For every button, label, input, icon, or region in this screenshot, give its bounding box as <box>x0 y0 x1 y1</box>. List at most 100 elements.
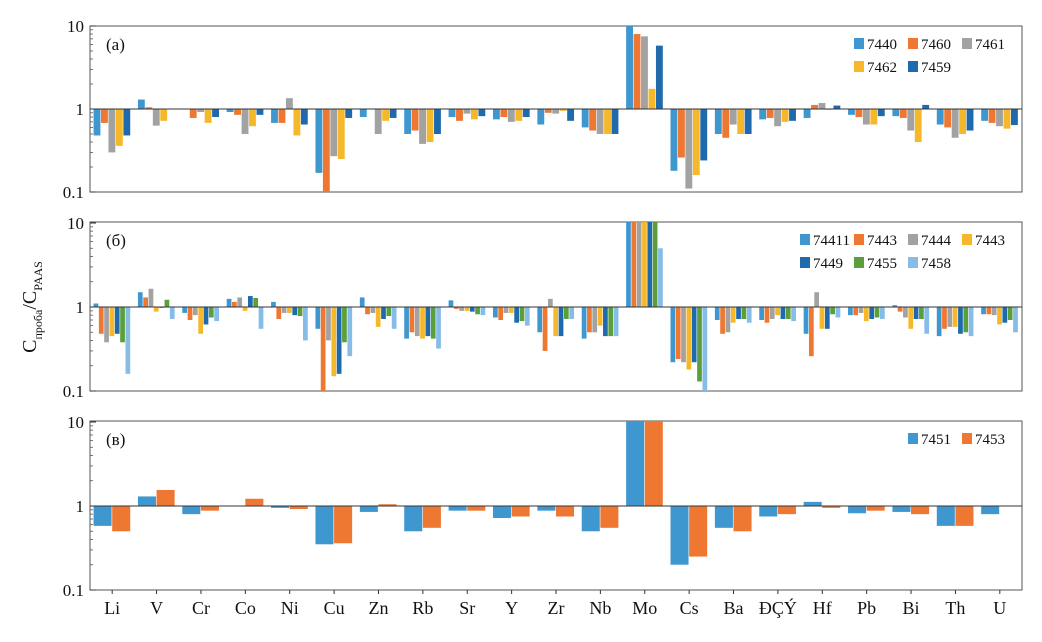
bar-7453-Mo <box>644 421 663 506</box>
legend-label: 7451 <box>921 432 951 448</box>
bar-7462-Pb <box>870 109 878 125</box>
bar-7443-U <box>986 307 992 315</box>
bar-7440-Ba <box>714 109 722 134</box>
bar-7453-Nb <box>600 506 619 528</box>
bar-7440-Ni <box>271 109 278 123</box>
bar-7444-Cr <box>192 307 198 316</box>
legend-swatch <box>854 257 864 268</box>
bar-7451-Sr <box>448 506 467 511</box>
bar-7460-Bi <box>899 109 907 118</box>
bar-7460-Nb <box>589 109 597 131</box>
bar-7461-Bi <box>907 109 915 131</box>
legend-swatch <box>854 234 864 245</box>
bar-7444-Mo <box>636 222 642 307</box>
y-label-separator: /C <box>19 291 41 310</box>
bar-7453-Co <box>245 498 264 506</box>
bar-7455-ĐÇÝ <box>785 307 791 319</box>
legend-label: 7462 <box>867 60 897 76</box>
bar-7459-Th <box>966 109 974 131</box>
bar-7440-Bi <box>892 109 900 117</box>
bar-7459-U <box>1010 109 1018 126</box>
bar-7458-Mo <box>658 248 663 307</box>
bar-7440-Li <box>93 109 101 136</box>
bar-7443-Rb <box>409 307 415 333</box>
bar-7449-Mo <box>647 222 653 307</box>
bar-7440-U <box>981 109 989 121</box>
y-tick-label: 10 <box>67 214 84 233</box>
bar-7451-Nb <box>581 506 600 532</box>
bar-7455-Ni <box>297 307 303 317</box>
x-tick-label: Pb <box>857 598 876 618</box>
x-tick-label: Zn <box>368 598 388 618</box>
bar-7449-Nb <box>603 307 608 337</box>
bar-7460-Co <box>234 109 242 115</box>
bar-7443-Cs <box>675 307 681 360</box>
bar-74411-Bi <box>892 305 898 307</box>
x-tick-label: ĐÇÝ <box>759 597 797 618</box>
bar-7451-Li <box>93 506 112 526</box>
bar-7461-Ba <box>729 109 737 125</box>
bar-74411-Ba <box>714 307 720 321</box>
x-tick-label: Co <box>235 598 256 618</box>
bar-7460-Mo <box>633 34 641 109</box>
bar-7462-ĐÇÝ <box>781 109 789 122</box>
bar-74411-Co <box>226 298 232 307</box>
bar-7451-V <box>137 496 156 506</box>
bar-7462-U <box>1003 109 1011 129</box>
bar-7455-Cs <box>697 307 702 382</box>
bar-7440-Rb <box>404 109 412 134</box>
bar-7458-ĐÇÝ <box>791 307 796 322</box>
y-label-numerator: проба <box>31 309 45 340</box>
bar-7455-Th <box>963 307 969 333</box>
bar-7455-Li <box>120 307 125 343</box>
bar-7443b-Cr <box>198 307 204 334</box>
bar-7462-Ba <box>737 109 745 134</box>
bar-7461-ĐÇÝ <box>774 109 782 127</box>
bar-7462-Ni <box>293 109 301 136</box>
bar-7443-Zr <box>542 307 548 351</box>
bar-7460-Rb <box>411 109 419 131</box>
bar-7444-Co <box>237 297 243 307</box>
svg-text:Cпроба/CPAAS: Cпроба/CPAAS <box>19 261 45 353</box>
legend-swatch <box>854 38 864 49</box>
bar-7458-Zn <box>391 307 397 329</box>
chart-panel-1: 10 1 0.1 (а) 7440 7460 7461 7462 7459 <box>63 17 1023 202</box>
bar-7458-Cu <box>347 307 353 357</box>
bar-7443-Nb <box>587 307 592 333</box>
bar-7444-Cu <box>326 307 331 341</box>
bar-7461-Zr <box>552 109 560 114</box>
bar-7453-Ni <box>289 506 308 510</box>
bar-7451-Pb <box>848 506 867 514</box>
bar-7449-Bi <box>913 307 919 319</box>
bar-7451-Cr <box>182 506 201 515</box>
bar-7458-Rb <box>436 307 441 349</box>
bar-7443-Co <box>232 301 237 307</box>
bar-74411-Zn <box>359 297 365 307</box>
legend: 7440 7460 7461 7462 7459 <box>854 37 1005 76</box>
y-tick-label: 10 <box>67 17 84 36</box>
y-tick-label: 1 <box>76 298 85 317</box>
bar-7459-Ba <box>744 109 752 134</box>
bar-7462-Cs <box>692 109 700 176</box>
bar-74411-Y <box>492 307 498 318</box>
bar-7440-Cs <box>670 109 678 171</box>
bar-7453-Cr <box>200 506 219 511</box>
x-axis-category-labels: Li V Cr Co Ni Cu Zn Rb Sr Y Zr Nb Mo Cs Ba ĐÇÝ Hf Pb Bi Th U <box>104 597 1006 618</box>
legend-label: 7443 <box>867 233 897 249</box>
bar-7449-Zn <box>381 307 386 319</box>
bar-7453-Cu <box>334 506 353 544</box>
bar-7443b-Ba <box>730 307 736 323</box>
bar-7444-Zn <box>370 307 376 313</box>
bar-7443-Zn <box>365 307 370 315</box>
x-tick-label: Mo <box>632 598 657 618</box>
bar-7455-Pb <box>874 307 880 318</box>
bar-7453-Zr <box>556 506 575 517</box>
bar-7460-Ba <box>722 109 730 138</box>
bar-7443-Ni <box>276 307 282 319</box>
bar-7449-U <box>1002 307 1008 323</box>
bar-74411-Cu <box>315 307 321 329</box>
bar-7461-Rb <box>419 109 426 144</box>
x-tick-label: Y <box>505 598 518 618</box>
bar-7451-Cs <box>670 506 689 565</box>
